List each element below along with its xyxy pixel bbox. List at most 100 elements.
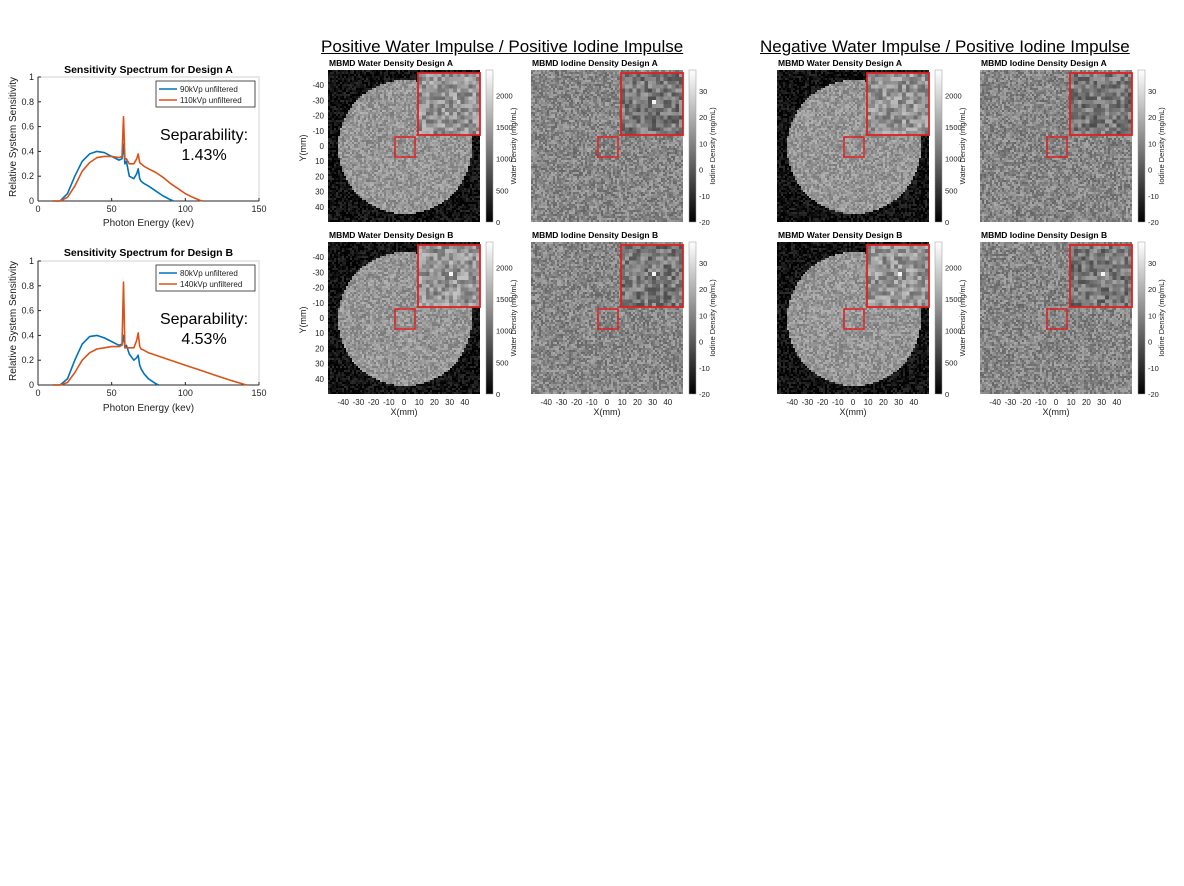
y-tick-label: 20 xyxy=(315,344,324,353)
colorbar-tick-label: 0 xyxy=(496,218,500,227)
chart-title: Sensitivity Spectrum for Design B xyxy=(64,247,234,259)
colorbar-tick-label: 20 xyxy=(699,285,707,294)
colorbar-tick-label: 0 xyxy=(496,390,500,399)
roi-box xyxy=(394,136,416,158)
x-tick-label: -40 xyxy=(989,398,1001,407)
colorbar xyxy=(688,69,697,223)
x-tick-label: 30 xyxy=(894,398,903,407)
x-tick-label: 0 xyxy=(402,398,407,407)
x-axis-label: X(mm) xyxy=(840,407,867,417)
colorbar-tick-label: 1000 xyxy=(496,327,513,336)
x-tick-label: -30 xyxy=(802,398,814,407)
x-tick-label: -30 xyxy=(556,398,568,407)
colorbar-label: Water Density (mg/mL) xyxy=(509,279,518,356)
panel-title: MBMD Iodine Density Design A xyxy=(981,58,1107,68)
x-tick-label: 10 xyxy=(618,398,627,407)
colorbar-label: Water Density (mg/mL) xyxy=(958,107,967,184)
colorbar-label: Water Density (mg/mL) xyxy=(509,107,518,184)
x-axis-label: Photon Energy (kev) xyxy=(103,403,194,414)
y-tick-label: 0.8 xyxy=(21,281,34,291)
sensitivity-chart-design-a: Sensitivity Spectrum for Design A 0 50 100 1… xyxy=(8,64,267,229)
colorbar-tick-label: -20 xyxy=(699,390,710,399)
series-line-1 xyxy=(52,115,204,202)
x-tick-label: -30 xyxy=(1005,398,1017,407)
y-axis-label: Relative System Sensitivity xyxy=(8,261,19,381)
separability-label: Separability: xyxy=(160,311,248,328)
density-panel-negative-water-b: MBMD Water Density Design B2000150010005… xyxy=(777,230,967,417)
y-tick-label: 30 xyxy=(315,360,324,369)
density-panel-positive-iodine-a: MBMD Iodine Density Design A 30 20 10 0 -10 -2… xyxy=(531,58,717,227)
y-axis-label: Y(mm) xyxy=(298,307,308,334)
colorbar-tick-label: 0 xyxy=(699,166,703,175)
y-tick-label: -40 xyxy=(312,253,324,262)
colorbar xyxy=(688,241,697,395)
roi-zoom-border xyxy=(866,72,930,136)
x-tick-label: -20 xyxy=(817,398,829,407)
colorbar-tick-label: -20 xyxy=(699,218,710,227)
x-tick-label: 40 xyxy=(663,398,672,407)
y-tick-label: -10 xyxy=(312,299,324,308)
x-tick-label: -40 xyxy=(337,398,349,407)
colorbar xyxy=(485,69,494,223)
y-axis-label: Relative System Sensitivity xyxy=(8,77,19,197)
legend-entry: 80kVp unfiltered xyxy=(180,269,238,278)
colorbar-tick-label: 30 xyxy=(699,259,707,268)
roi-zoom-inset xyxy=(621,245,683,307)
x-tick-label: -30 xyxy=(353,398,365,407)
y-tick-label: 0.4 xyxy=(21,146,34,156)
y-tick-label: 0.4 xyxy=(21,330,34,340)
roi-zoom-border xyxy=(866,244,930,308)
colorbar-tick-label: 2000 xyxy=(496,263,513,272)
colorbar-tick-label: 10 xyxy=(1148,311,1156,320)
roi-zoom-border xyxy=(417,244,481,308)
legend-entry: 140kVp unfiltered xyxy=(180,280,242,289)
colorbar-tick-label: 10 xyxy=(699,311,707,320)
legend-entry: 90kVp unfiltered xyxy=(180,85,238,94)
colorbar xyxy=(1137,69,1146,223)
colorbar-tick-label: 1000 xyxy=(496,155,513,164)
colorbar-label: Iodine Density (mg/mL) xyxy=(1157,279,1166,357)
x-tick-label: -10 xyxy=(586,398,598,407)
colorbar-tick-label: -20 xyxy=(1148,390,1159,399)
x-tick-label: 30 xyxy=(445,398,454,407)
y-tick-label: 0 xyxy=(29,196,34,206)
legend-box xyxy=(155,80,256,108)
panel-title: MBMD Iodine Density Design B xyxy=(532,230,658,240)
colorbar-tick-label: 30 xyxy=(1148,259,1156,268)
colorbar-tick-label: 0 xyxy=(1148,338,1152,347)
y-tick-label: 1 xyxy=(29,256,34,266)
x-tick-label: 100 xyxy=(178,388,193,398)
roi-zoom-inset xyxy=(418,73,480,135)
x-tick-label: -20 xyxy=(368,398,380,407)
x-tick-label: -10 xyxy=(1035,398,1047,407)
colorbar-tick-label: 10 xyxy=(1148,139,1156,148)
colorbar-tick-label: 20 xyxy=(699,113,707,122)
x-tick-label: 10 xyxy=(864,398,873,407)
colorbar-tick-label: -20 xyxy=(1148,218,1159,227)
roi-zoom-border xyxy=(620,244,684,308)
colorbar-tick-label: 0 xyxy=(1148,166,1152,175)
roi-zoom-inset xyxy=(1070,73,1132,135)
colorbar-tick-label: 500 xyxy=(945,186,958,195)
x-tick-label: 10 xyxy=(1067,398,1076,407)
x-tick-label: 40 xyxy=(1112,398,1121,407)
y-tick-label: 20 xyxy=(315,172,324,181)
x-tick-label: 20 xyxy=(633,398,642,407)
roi-zoom-border xyxy=(620,72,684,136)
x-tick-label: -20 xyxy=(571,398,583,407)
colorbar-tick-label: 500 xyxy=(945,358,958,367)
colorbar xyxy=(934,69,943,223)
colorbar-tick-label: 20 xyxy=(1148,285,1156,294)
roi-zoom-inset xyxy=(867,73,929,135)
roi-box xyxy=(843,136,865,158)
colorbar-tick-label: -10 xyxy=(699,192,710,201)
roi-zoom-border xyxy=(417,72,481,136)
x-tick-label: 40 xyxy=(460,398,469,407)
y-tick-label: 0 xyxy=(320,142,325,151)
y-tick-label: -40 xyxy=(312,81,324,90)
colorbar-tick-label: 0 xyxy=(945,390,949,399)
x-tick-label: 10 xyxy=(415,398,424,407)
colorbar xyxy=(485,241,494,395)
roi-box xyxy=(1046,136,1068,158)
